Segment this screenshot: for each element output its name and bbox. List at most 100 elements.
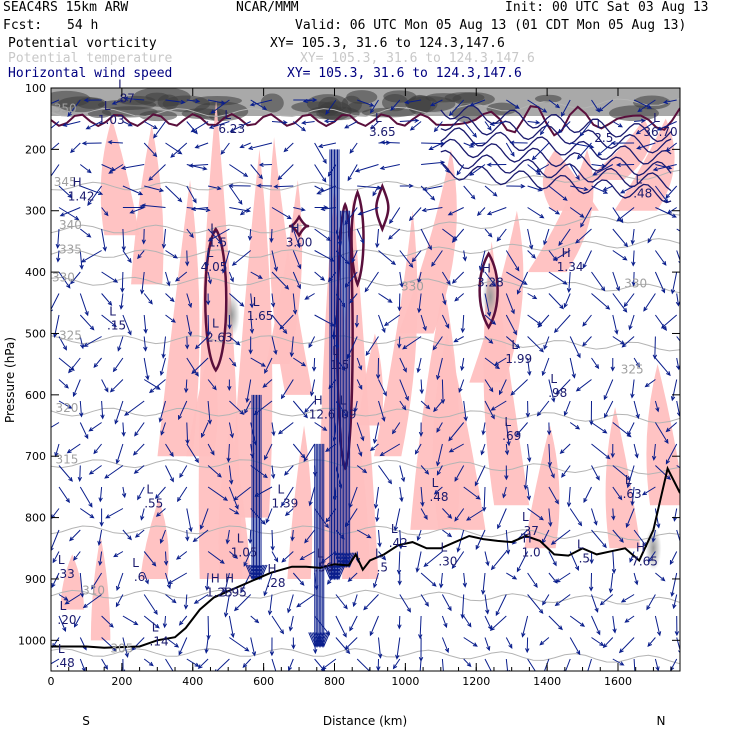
wind-vector [441,637,449,654]
wind-vector [527,293,538,300]
x-tick-label: 1200 [462,675,490,688]
extremum-marker: L [550,372,557,386]
wind-vector [610,140,635,146]
wind-vector [583,486,592,504]
wind-vector [496,228,507,242]
wind-vector [510,379,528,396]
wind-vector [548,465,555,479]
wind-vector [223,594,230,618]
theta-label: 310 [82,583,105,597]
wind-vector [591,293,611,310]
wind-vector [441,271,451,286]
wind-vector [349,142,358,154]
extremum-value: 1.05 [231,545,258,559]
x-tick-label: 0 [48,675,55,688]
wind-vector [676,228,680,232]
extremum-value: 3.65 [369,125,396,139]
wind-vector [351,250,358,264]
wind-vector [179,465,188,479]
wind-vector [165,443,174,458]
wind-vector [190,206,209,212]
wind-vector [569,207,585,218]
wind-vector [555,379,571,395]
wind-vector [433,486,443,495]
wind-vector [233,594,252,612]
wind-vector [140,271,145,295]
wind-vector [454,293,465,302]
wind-vector [264,443,273,461]
wind-vector [484,658,492,671]
theta-label: 330 [52,270,75,284]
wind-vector [417,271,422,284]
wind-vector [58,207,80,221]
wind-vector [353,400,358,413]
wind-vector [88,465,102,475]
wind-vector [561,99,571,117]
wind-vector [356,465,368,474]
wind-vector [227,314,232,330]
wind-vector [288,615,294,632]
wind-vector [311,357,317,372]
wind-vector [229,336,241,346]
field-name-wind: Horizontal wind speed [8,66,173,81]
wind-vector [317,142,337,149]
pv-shade-streak [646,364,680,506]
wind-vector [137,486,145,501]
extremum-value: 7.65 [631,555,658,569]
wind-vector [397,293,402,312]
wind-vector [270,465,276,480]
wind-vector [527,357,532,377]
wind-vector [101,379,109,393]
wind-vector [612,293,628,313]
wind-vector [140,203,166,208]
wind-vector [335,594,348,610]
wind-vector [548,293,564,310]
wind-vector [462,572,467,588]
wind-vector [79,293,89,317]
theta-contour [51,459,680,475]
wind-vector [64,594,81,605]
strat-dark-blob [451,104,481,123]
wind-vector [143,142,158,158]
extremum-marker: H [73,175,82,189]
wind-vector [399,250,414,269]
wind-vector [58,379,69,389]
wind-vector [323,119,336,124]
extremum-marker: L [58,553,65,567]
wind-vector [143,615,160,629]
wind-vector [379,443,401,457]
wind-vector [377,637,383,659]
wind-vector [515,422,528,437]
wind-vector [91,572,103,590]
wind-vector [543,228,550,246]
wind-vector [250,271,263,279]
extremum-value: .87 [116,91,135,105]
wind-vector [278,422,294,435]
wind-vector [204,250,209,269]
y-tick-label: 600 [25,389,46,402]
terrain-line [51,465,680,649]
wind-vector [612,658,625,666]
wind-vector [79,422,89,440]
wind-vector [591,637,605,647]
wind-vector [543,336,550,350]
extremum-marker: L [317,547,324,561]
wind-vector [527,250,537,259]
wind-vector [454,465,465,482]
wind-vector [263,572,273,597]
wind-vector [620,594,635,603]
wind-vector [389,207,401,225]
wind-vector [499,379,507,396]
wind-vector [548,207,561,215]
wind-vector [229,164,249,178]
wind-vector [228,185,243,205]
wind-vector [88,422,102,432]
extremum-value: .48 [56,656,75,670]
wind-vector [59,207,81,217]
wind-vector [486,162,507,167]
y-tick-label: 500 [25,327,46,340]
wind-vector [87,185,103,207]
wind-vector [112,357,124,373]
wind-vector [357,99,375,107]
strong-wind-vector [340,210,354,568]
